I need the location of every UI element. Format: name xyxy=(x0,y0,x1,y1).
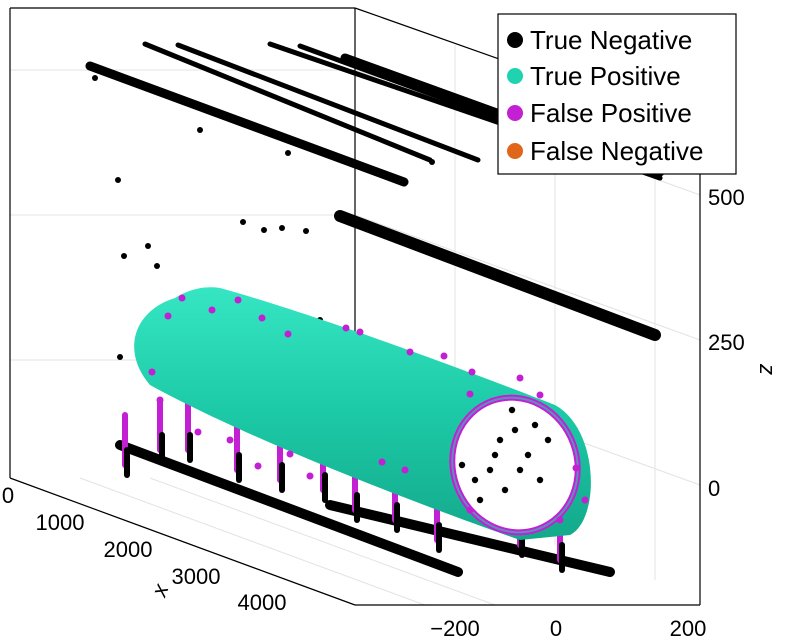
true-negative-point-12 xyxy=(303,228,309,234)
x-tick-label-1: 0 xyxy=(2,483,14,508)
false-positive-point-9 xyxy=(406,348,414,356)
false-positive-point-8 xyxy=(356,328,364,336)
false-positive-point-21 xyxy=(378,458,386,466)
legend-label-true-negative: True Negative xyxy=(530,25,692,55)
false-positive-point-15 xyxy=(156,396,164,404)
tube-end-rim xyxy=(451,396,579,534)
false-positive-point-11 xyxy=(468,368,476,376)
false-positive-point-2 xyxy=(164,312,172,320)
true-negative-inner-point-1 xyxy=(486,466,494,474)
x-tick-label-2: 1000 xyxy=(36,510,85,535)
false-positive-point-13 xyxy=(536,391,544,399)
false-positive-point-22 xyxy=(401,466,409,474)
legend-box xyxy=(497,13,737,175)
legend-marker-false-negative xyxy=(507,143,523,159)
true-negative-point-4 xyxy=(429,159,435,165)
false-positive-point-19 xyxy=(254,462,262,470)
false-positive-point-20 xyxy=(306,472,314,480)
true-negative-point-7 xyxy=(154,263,160,269)
true-negative-inner-point-9 xyxy=(516,466,524,474)
false-positive-point-14 xyxy=(148,368,156,376)
false-positive-point-7 xyxy=(342,324,350,332)
z-tick-label-3: 500 xyxy=(708,185,745,210)
legend-marker-true-positive xyxy=(507,68,523,84)
true-negative-inner-point-12 xyxy=(491,451,499,459)
false-positive-point-16 xyxy=(194,428,202,436)
legend-label-false-negative: False Negative xyxy=(530,136,703,166)
false-positive-point-10 xyxy=(440,352,448,360)
legend-marker-true-negative xyxy=(507,32,523,48)
true-negative-point-10 xyxy=(279,225,285,231)
true-negative-track-3 xyxy=(175,42,481,163)
false-positive-point-23 xyxy=(581,496,589,504)
y-tick-label-2: 0 xyxy=(550,616,562,641)
true-negative-point-6 xyxy=(145,243,151,249)
true-negative-inner-point-13 xyxy=(508,406,516,414)
true-negative-track-1 xyxy=(85,61,409,187)
false-positive-point-6 xyxy=(284,330,292,338)
true-negative-inner-point-3 xyxy=(511,426,519,434)
true-negative-track-7 xyxy=(334,210,661,341)
y-tick-label-3: 200 xyxy=(670,616,707,641)
true-negative-inner-point-6 xyxy=(531,421,539,429)
false-positive-point-17 xyxy=(226,436,234,444)
true-negative-point-5 xyxy=(115,177,121,183)
false-positive-point-12 xyxy=(516,374,524,382)
x-axis-label: x xyxy=(146,580,174,601)
true-negative-point-13 xyxy=(117,354,123,360)
true-negative-point-11 xyxy=(261,227,267,233)
true-negative-inner-point-8 xyxy=(501,486,509,494)
z-tick-label-1: 0 xyxy=(708,476,720,501)
true-negative-inner-point-14 xyxy=(476,496,484,504)
false-positive-point-5 xyxy=(258,314,266,322)
legend-label-false-positive: False Positive xyxy=(530,98,692,128)
true-negative-track-2 xyxy=(142,41,433,163)
false-positive-point-1 xyxy=(178,294,186,302)
true-negative-point-2 xyxy=(197,127,203,133)
false-positive-point-3 xyxy=(208,306,216,314)
true-negative-point-3 xyxy=(285,150,291,156)
true-negative-inner-point-7 xyxy=(544,436,552,444)
true-negative-point-9 xyxy=(240,219,246,225)
false-positive-point-25 xyxy=(466,506,474,514)
legend-label-true-positive: True Positive xyxy=(530,61,681,91)
x-tick-label-3: 2000 xyxy=(104,537,153,562)
false-positive-point-18 xyxy=(286,450,294,458)
false-positive-point-27 xyxy=(466,390,474,398)
true-negative-point-1 xyxy=(92,75,98,81)
false-positive-point-24 xyxy=(556,516,564,524)
legend-marker-false-positive xyxy=(507,105,523,121)
x-tick-label-4: 3000 xyxy=(172,564,221,589)
data-marks xyxy=(85,41,665,577)
true-negative-point-8 xyxy=(121,253,127,259)
z-tick-label-2: 250 xyxy=(708,330,745,355)
legend: True Negative True Positive False Positi… xyxy=(497,13,737,175)
true-negative-track-8 xyxy=(115,440,463,577)
true-negative-inner-point-11 xyxy=(536,476,544,484)
false-positive-point-26 xyxy=(572,464,580,472)
true-negative-inner-point-5 xyxy=(471,476,479,484)
true-negative-inner-point-10 xyxy=(458,461,466,469)
false-positive-point-4 xyxy=(234,296,242,304)
true-negative-inner-point-2 xyxy=(496,436,504,444)
true-negative-inner-point-4 xyxy=(524,451,532,459)
y-tick-label-1: −200 xyxy=(430,616,480,641)
z-axis-label: z xyxy=(755,363,780,375)
x-tick-label-5: 4000 xyxy=(238,590,287,615)
